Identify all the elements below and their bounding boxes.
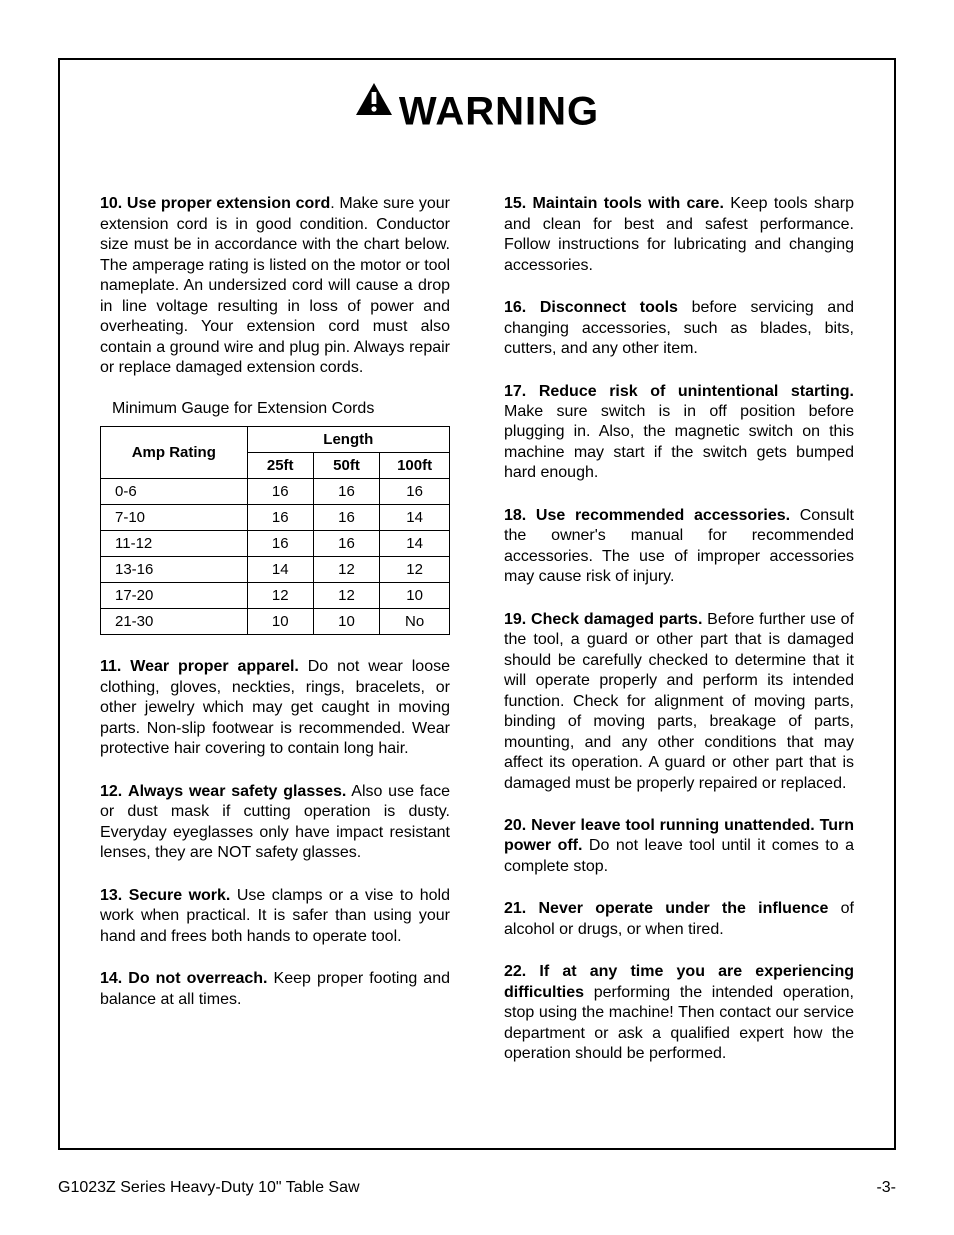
- item-lead: Maintain tools with care.: [533, 195, 724, 212]
- cell-amp: 21-30: [101, 609, 248, 635]
- item-lead: Disconnect tools: [540, 299, 678, 316]
- extension-cord-table: Amp Rating Length 25ft 50ft 100ft 0-6161…: [100, 426, 450, 635]
- cell: 12: [380, 557, 450, 583]
- item-number: 11.: [100, 658, 121, 675]
- item-number: 17.: [504, 383, 526, 400]
- item-number: 10.: [100, 195, 122, 212]
- cell: 16: [247, 479, 313, 505]
- safety-item: 10. Use proper extension cord. Make sure…: [100, 194, 450, 378]
- cell: 16: [247, 531, 313, 557]
- item-lead: Secure work.: [129, 887, 231, 904]
- safety-item: 22. If at any time you are experiencing …: [504, 962, 854, 1064]
- table-title: Minimum Gauge for Extension Cords: [112, 400, 450, 418]
- cell: 16: [247, 505, 313, 531]
- item-lead: Check damaged parts.: [531, 611, 702, 628]
- cell: 14: [380, 505, 450, 531]
- item-lead: Use recommended accessories.: [536, 507, 790, 524]
- cell: 10: [380, 583, 450, 609]
- item-number: 19.: [504, 611, 526, 628]
- safety-item: 21. Never operate under the influence of…: [504, 899, 854, 940]
- th-len-0: 25ft: [247, 453, 313, 479]
- warning-text: WARNING: [399, 89, 599, 133]
- cell: No: [380, 609, 450, 635]
- item-body: Before further use of the tool, a guard …: [504, 611, 854, 792]
- right-column: 15. Maintain tools with care. Keep tools…: [504, 194, 854, 1086]
- item-number: 12.: [100, 783, 122, 800]
- content-frame: WARNING 10. Use proper extension cord. M…: [58, 58, 896, 1150]
- warning-heading: WARNING: [100, 82, 854, 134]
- safety-item: 17. Reduce risk of unintentional startin…: [504, 382, 854, 484]
- table-header-row: Amp Rating Length: [101, 427, 450, 453]
- safety-item: 12. Always wear safety glasses. Also use…: [100, 782, 450, 864]
- warning-triangle-icon: [355, 82, 393, 116]
- cell-amp: 0-6: [101, 479, 248, 505]
- safety-item: 18. Use recommended accessories. Consult…: [504, 506, 854, 588]
- left-column: 10. Use proper extension cord. Make sure…: [100, 194, 450, 1086]
- item-lead: Reduce risk of unintentional starting.: [539, 383, 854, 400]
- item-number: 16.: [504, 299, 526, 316]
- table-row: 13-16141212: [101, 557, 450, 583]
- cell: 10: [313, 609, 379, 635]
- item-lead: Wear proper apparel.: [130, 658, 299, 675]
- page: WARNING 10. Use proper extension cord. M…: [0, 0, 954, 1235]
- page-footer: G1023Z Series Heavy-Duty 10" Table Saw -…: [58, 1179, 896, 1197]
- item-body: . Make sure your extension cord is in go…: [100, 195, 450, 376]
- th-len-2: 100ft: [380, 453, 450, 479]
- cell: 10: [247, 609, 313, 635]
- safety-item: 15. Maintain tools with care. Keep tools…: [504, 194, 854, 276]
- table-row: 21-301010No: [101, 609, 450, 635]
- cell: 12: [313, 557, 379, 583]
- safety-item: 16. Disconnect tools before servicing an…: [504, 298, 854, 359]
- safety-item: 19. Check damaged parts. Before further …: [504, 610, 854, 794]
- columns: 10. Use proper extension cord. Make sure…: [100, 194, 854, 1086]
- item-number: 21.: [504, 900, 526, 917]
- th-len-1: 50ft: [313, 453, 379, 479]
- cell: 12: [247, 583, 313, 609]
- cell: 16: [313, 479, 379, 505]
- table-row: 0-6161616: [101, 479, 450, 505]
- cell-amp: 13-16: [101, 557, 248, 583]
- item-lead: Do not overreach.: [128, 970, 267, 987]
- cell-amp: 7-10: [101, 505, 248, 531]
- item-lead: Use proper extension cord: [127, 195, 330, 212]
- footer-page: -3-: [876, 1179, 896, 1197]
- cell-amp: 11-12: [101, 531, 248, 557]
- cell: 12: [313, 583, 379, 609]
- item-lead: Never operate under the influence: [539, 900, 829, 917]
- cell: 16: [313, 505, 379, 531]
- safety-item: 20. Never leave tool running unattended.…: [504, 816, 854, 877]
- safety-item: 11. Wear proper apparel. Do not wear loo…: [100, 657, 450, 759]
- safety-item: 14. Do not overreach. Keep proper footin…: [100, 969, 450, 1010]
- th-length: Length: [247, 427, 449, 453]
- footer-title: G1023Z Series Heavy-Duty 10" Table Saw: [58, 1179, 360, 1197]
- item-number: 15.: [504, 195, 526, 212]
- safety-item: 13. Secure work. Use clamps or a vise to…: [100, 886, 450, 947]
- table-row: 17-20121210: [101, 583, 450, 609]
- table-row: 11-12161614: [101, 531, 450, 557]
- cell: 14: [380, 531, 450, 557]
- cell: 16: [313, 531, 379, 557]
- cell-amp: 17-20: [101, 583, 248, 609]
- item-number: 22.: [504, 963, 526, 980]
- cell: 14: [247, 557, 313, 583]
- item-number: 14.: [100, 970, 122, 987]
- item-body: Make sure switch is in off position befo…: [504, 403, 854, 481]
- table-row: 7-10161614: [101, 505, 450, 531]
- th-amp: Amp Rating: [101, 427, 248, 479]
- cell: 16: [380, 479, 450, 505]
- item-number: 18.: [504, 507, 526, 524]
- item-number: 20.: [504, 817, 526, 834]
- item-number: 13.: [100, 887, 122, 904]
- item-lead: Always wear safety glasses.: [128, 783, 346, 800]
